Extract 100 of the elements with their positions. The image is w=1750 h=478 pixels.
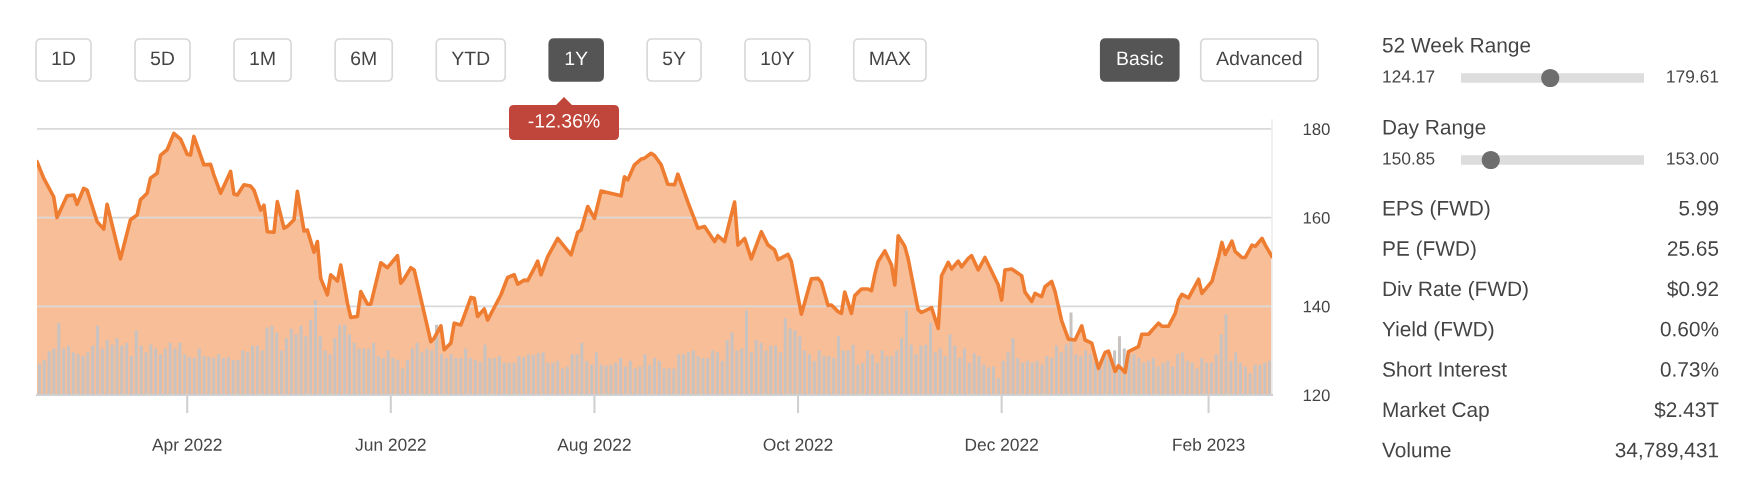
y-tick-label: 140	[1303, 300, 1330, 313]
bar	[948, 334, 952, 395]
bar	[154, 348, 158, 395]
y-tick-label: 180	[1303, 123, 1330, 136]
bar	[992, 366, 996, 395]
text: 150.85	[1383, 152, 1435, 165]
text: 25.65	[1667, 241, 1719, 256]
text: 0.60%	[1660, 321, 1719, 337]
text: 34,789,431	[1615, 442, 1718, 460]
text: YTD	[451, 51, 490, 66]
bar	[962, 348, 966, 395]
bar	[851, 344, 855, 395]
bar	[1243, 366, 1247, 395]
bar	[841, 350, 845, 395]
bar	[347, 334, 351, 395]
bar	[895, 350, 899, 395]
bar	[682, 354, 686, 395]
bar	[590, 364, 594, 395]
bar	[255, 345, 259, 395]
bar	[483, 344, 487, 395]
bar	[648, 364, 652, 395]
bar	[774, 345, 778, 395]
x-tick-label: Dec 2022	[965, 438, 1038, 451]
bar	[1268, 360, 1272, 395]
bar	[619, 358, 623, 395]
bar	[1021, 362, 1025, 395]
bar	[284, 338, 288, 395]
bar	[372, 342, 376, 395]
text: 10Y	[761, 51, 795, 66]
text: PE (FWD)	[1383, 240, 1476, 260]
bar	[904, 310, 908, 395]
bar	[803, 350, 807, 395]
bar	[129, 356, 133, 395]
x-tick-label: Aug 2022	[557, 438, 631, 455]
text: 1M	[250, 51, 275, 66]
x-tick-label: Oct 2022	[763, 438, 833, 451]
bar	[837, 336, 841, 395]
text: Yield (FWD)	[1382, 321, 1494, 341]
bar	[192, 358, 196, 395]
bar	[677, 354, 681, 395]
text: 52 Week Range	[1382, 37, 1531, 57]
x-tick-label: Apr 2022	[152, 438, 222, 455]
bar	[309, 320, 313, 395]
bar	[749, 352, 753, 395]
bar	[900, 338, 903, 395]
text: 0.73%	[1660, 362, 1719, 377]
bar	[318, 336, 322, 395]
bar	[715, 352, 719, 395]
bar	[406, 359, 409, 395]
bar	[1054, 345, 1058, 395]
y-tick-label: 120	[1303, 389, 1330, 402]
bar	[1180, 352, 1184, 395]
x-tick-label: Jun 2022	[355, 438, 426, 451]
annotation: -12.36%	[528, 113, 600, 128]
bar	[1142, 362, 1146, 395]
bar	[745, 310, 749, 395]
bar	[1176, 354, 1180, 395]
text: 5D	[150, 51, 174, 66]
bar	[376, 356, 380, 395]
bar	[163, 348, 167, 395]
bar	[527, 354, 531, 395]
text: MAX	[870, 51, 911, 66]
bar	[531, 355, 535, 395]
bar	[778, 352, 782, 395]
bar	[410, 348, 414, 395]
bar	[623, 366, 627, 395]
bar	[1093, 362, 1097, 395]
y-tick-label: 160	[1303, 211, 1330, 224]
bar	[807, 354, 811, 395]
bar	[1069, 312, 1073, 395]
bar	[1151, 358, 1155, 395]
bar	[37, 363, 41, 395]
bar	[57, 322, 61, 395]
bar	[643, 354, 647, 395]
text: 179.61	[1667, 70, 1719, 83]
text: 124.17	[1383, 70, 1435, 83]
bar	[313, 300, 317, 395]
text: 1D	[52, 51, 75, 66]
bar	[66, 345, 70, 395]
bar	[933, 352, 937, 395]
bar	[502, 362, 506, 395]
text: Div Rate (FWD)	[1383, 280, 1528, 301]
text: EPS (FWD)	[1383, 200, 1490, 220]
bar	[498, 356, 502, 395]
text: Basic	[1117, 50, 1164, 66]
bar	[343, 324, 347, 395]
bar	[1084, 350, 1088, 395]
bar	[1205, 362, 1209, 395]
bar	[280, 350, 284, 395]
bar	[401, 368, 405, 395]
bar	[560, 368, 564, 395]
bar	[1025, 360, 1029, 395]
bar	[711, 350, 715, 395]
x-tick-label: Feb 2023	[1173, 438, 1245, 451]
text: $2.43T	[1654, 401, 1719, 419]
bar	[188, 357, 192, 395]
bar	[251, 345, 255, 395]
text: Advanced	[1216, 50, 1302, 66]
bar	[62, 348, 66, 395]
bar	[159, 354, 162, 395]
